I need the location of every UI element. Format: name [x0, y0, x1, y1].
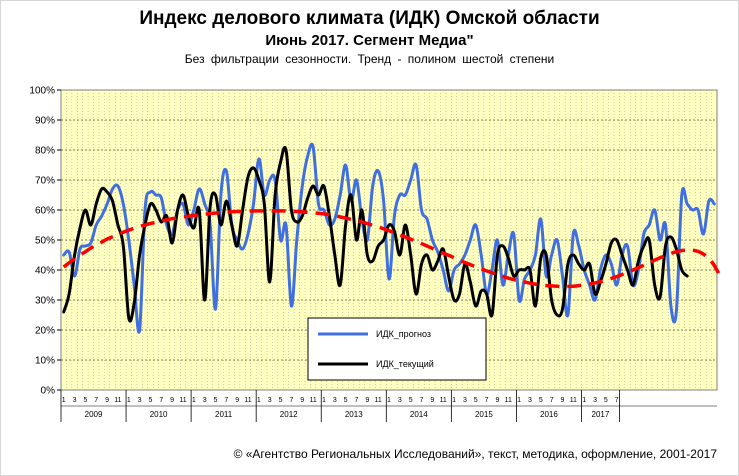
x-tick-label: 9 [561, 397, 565, 404]
x-tick-label: 3 [268, 397, 272, 404]
x-tick-label: 5 [149, 397, 153, 404]
legend-box [307, 317, 487, 381]
x-tick-label: 11 [505, 397, 512, 404]
y-tick-label: 0% [41, 386, 56, 397]
x-tick-label: 5 [344, 397, 348, 404]
x-year-label: 2010 [150, 410, 168, 419]
x-tick-label: 1 [127, 397, 131, 404]
legend-label-forecast: ИДК_прогноз [376, 329, 431, 339]
x-tick-label: 11 [244, 397, 251, 404]
x-tick-label: 3 [333, 397, 337, 404]
x-tick-label: 5 [83, 397, 87, 404]
x-tick-label: 1 [517, 397, 521, 404]
y-axis: 0% 10% 20% 30% 40% 50% 60% 70% 80% 90% 100% [29, 86, 61, 397]
x-tick-label: 7 [485, 397, 489, 404]
x-tick-label: 3 [138, 397, 142, 404]
y-tick-label: 90% [35, 116, 55, 127]
x-tick-label: 11 [179, 397, 186, 404]
x-tick-label: 1 [192, 397, 196, 404]
x-year-label: 2017 [592, 410, 610, 419]
x-tick-label: 11 [440, 397, 447, 404]
x-tick-label: 1 [582, 397, 586, 404]
chart-subtitle: Июнь 2017. Сегмент Медиа" [265, 32, 474, 49]
x-year-label: 2014 [410, 410, 428, 419]
x-tick-label: 7 [224, 397, 228, 404]
series-forecast-line [62, 142, 716, 334]
x-tick-label: 9 [495, 397, 499, 404]
x-tick-label: 3 [463, 397, 467, 404]
x-tick-label: 11 [570, 397, 577, 404]
x-tick-label: 1 [322, 397, 326, 404]
x-tick-label: 5 [409, 397, 413, 404]
x-tick-label: 1 [387, 397, 391, 404]
x-tick-label: 9 [105, 397, 109, 404]
y-tick-label: 40% [35, 266, 55, 277]
x-tick-label: 3 [203, 397, 207, 404]
x-tick-label: 7 [289, 397, 293, 404]
x-tick-label: 7 [615, 397, 619, 404]
x-year-label: 2016 [540, 410, 558, 419]
x-year-label: 2012 [280, 410, 298, 419]
x-tick-label: 7 [355, 397, 359, 404]
x-tick-label: 3 [528, 397, 532, 404]
x-tick-label: 11 [309, 397, 316, 404]
chart-note: Без фильтрации сезонности. Тренд - полин… [184, 52, 555, 66]
x-tick-label: 11 [375, 397, 382, 404]
x-year-label: 2011 [215, 410, 233, 419]
x-tick-label: 3 [73, 397, 77, 404]
y-tick-label: 30% [35, 296, 55, 307]
y-tick-label: 70% [35, 176, 55, 187]
x-tick-label: 5 [474, 397, 478, 404]
x-tick-label: 9 [300, 397, 304, 404]
x-tick-label: 7 [94, 397, 98, 404]
x-tick-label: 7 [420, 397, 424, 404]
x-tick-label: 5 [214, 397, 218, 404]
series-lines [62, 142, 722, 334]
x-year-label: 2015 [475, 410, 493, 419]
x-tick-label: 5 [604, 397, 608, 404]
chart-title: Индекс делового климата (ИДК) Омской обл… [139, 8, 600, 29]
x-tick-label: 9 [170, 397, 174, 404]
y-tick-label: 100% [29, 86, 55, 97]
x-tick-label: 3 [398, 397, 402, 404]
x-tick-label: 5 [539, 397, 543, 404]
x-tick-label: 3 [593, 397, 597, 404]
footer-copyright: © «Агентство Региональных Исследований»,… [233, 447, 717, 461]
x-tick-label: 5 [279, 397, 283, 404]
legend: ИДК_прогноз ИДК_текущий [307, 317, 487, 381]
x-tick-label: 7 [550, 397, 554, 404]
x-tick-label: 9 [365, 397, 369, 404]
y-tick-label: 60% [35, 206, 55, 217]
x-tick-label: 7 [159, 397, 163, 404]
x-tick-label: 9 [430, 397, 434, 404]
x-year-label: 2009 [85, 410, 103, 419]
x-tick-label: 9 [235, 397, 239, 404]
x-tick-label: 1 [452, 397, 456, 404]
x-tick-label: 1 [62, 397, 66, 404]
x-year-label: 2013 [345, 410, 363, 419]
y-tick-label: 50% [35, 236, 55, 247]
legend-label-current: ИДК_текущий [376, 359, 434, 369]
x-tick-label: 1 [257, 397, 261, 404]
y-tick-label: 80% [35, 146, 55, 157]
y-tick-label: 20% [35, 326, 55, 337]
y-tick-label: 10% [35, 356, 55, 367]
series-trend-line [62, 209, 722, 289]
x-tick-label: 11 [114, 397, 121, 404]
